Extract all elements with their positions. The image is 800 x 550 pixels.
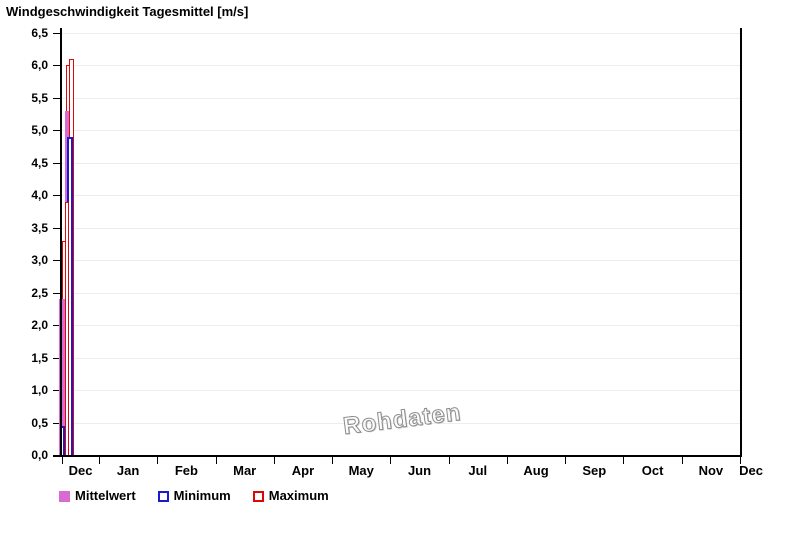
legend-item-minimum: Minimum	[157, 488, 231, 503]
x-axis-label: Mar	[233, 463, 257, 478]
y-axis-tick	[53, 422, 60, 424]
x-axis-label: Oct	[641, 463, 664, 478]
gridline	[60, 97, 740, 99]
y-axis-label: 3,0	[31, 253, 48, 268]
x-axis-label: May	[348, 463, 374, 478]
gridline	[60, 33, 740, 34]
y-axis-label: 0,5	[31, 415, 48, 430]
gridline	[60, 260, 740, 262]
minimum-swatch-icon	[157, 490, 169, 502]
gridline	[60, 227, 740, 229]
chart-title: Windgeschwindigkeit Tagesmittel [m/s]	[6, 4, 249, 19]
y-axis-label: 1,0	[31, 383, 48, 398]
legend-label-mittelwert: Mittelwert	[75, 488, 136, 503]
x-axis-label: Dec	[68, 463, 93, 478]
y-axis-tick	[53, 65, 60, 67]
gridline	[60, 422, 740, 424]
x-axis-tick	[99, 457, 100, 464]
y-axis-tick	[53, 130, 60, 132]
bar-maximum	[65, 201, 69, 455]
y-axis-tick	[53, 195, 60, 197]
y-axis-label: 5,0	[31, 123, 48, 138]
x-axis-tick	[157, 457, 159, 464]
x-axis-label: Jun	[407, 463, 432, 478]
x-axis-tick	[448, 457, 450, 464]
gridline	[60, 65, 740, 67]
gridline	[60, 325, 740, 327]
y-axis-label: 5,5	[31, 90, 48, 105]
y-axis-label: 6,0	[31, 58, 48, 73]
y-axis-tick	[53, 97, 60, 99]
y-axis-label: 1,5	[31, 350, 48, 365]
maximum-swatch-icon	[252, 490, 264, 502]
x-axis-tick	[681, 457, 683, 464]
x-axis-label: Aug	[523, 463, 549, 478]
y-axis-label: 4,0	[31, 188, 48, 203]
x-axis-tick	[332, 457, 334, 464]
gridline	[60, 130, 740, 132]
x-axis-label: Dec	[739, 463, 763, 478]
x-axis-tick	[273, 457, 275, 464]
y-axis-line	[60, 28, 62, 455]
x-axis-tick	[62, 457, 63, 464]
y-axis-label: 4,5	[31, 155, 48, 170]
y-axis-tick	[53, 260, 60, 262]
x-axis-line	[53, 455, 742, 457]
x-axis-tick	[215, 457, 217, 464]
gridline	[60, 292, 740, 294]
y-axis-tick	[53, 227, 60, 229]
y-axis-label: 3,5	[31, 220, 48, 235]
legend-label-minimum: Minimum	[173, 488, 231, 503]
y-axis-tick	[53, 325, 60, 327]
x-axis-label: Feb	[174, 463, 198, 478]
y-axis-label: 6,5	[31, 26, 48, 40]
gridline	[60, 390, 740, 392]
y-axis-tick	[53, 390, 60, 392]
x-axis-label: Apr	[291, 463, 315, 478]
y-axis-tick	[53, 162, 60, 164]
right-border-line	[740, 28, 742, 455]
y-axis-label: 2,0	[31, 318, 48, 333]
y-axis-label: 0,0	[31, 448, 48, 462]
x-axis-tick	[740, 457, 741, 464]
x-axis-label: Nov	[698, 463, 724, 478]
x-axis-tick	[506, 457, 508, 464]
x-axis-tick	[390, 457, 392, 464]
y-axis-tick	[53, 33, 60, 34]
x-axis-tick	[565, 457, 567, 464]
y-axis-tick	[53, 357, 60, 359]
bar-mittelwert	[59, 299, 65, 455]
legend-item-mittelwert: Mittelwert	[59, 489, 136, 503]
gridline	[60, 162, 740, 164]
x-axis-tick	[623, 457, 625, 464]
gridline	[60, 357, 740, 359]
legend-label-maximum: Maximum	[268, 488, 329, 503]
x-axis-label: Jul	[468, 463, 488, 478]
y-axis-label: 2,5	[31, 285, 48, 300]
legend-item-maximum: Maximum	[252, 488, 329, 503]
legend: Mittelwert Minimum Maximum	[59, 488, 351, 504]
mittelwert-swatch-icon	[59, 490, 70, 502]
gridline	[60, 195, 740, 197]
x-axis-label: Jan	[116, 463, 140, 478]
watermark-text: Rohdaten	[341, 398, 463, 441]
y-axis-tick	[53, 292, 60, 294]
x-axis-label: Sep	[582, 463, 607, 478]
